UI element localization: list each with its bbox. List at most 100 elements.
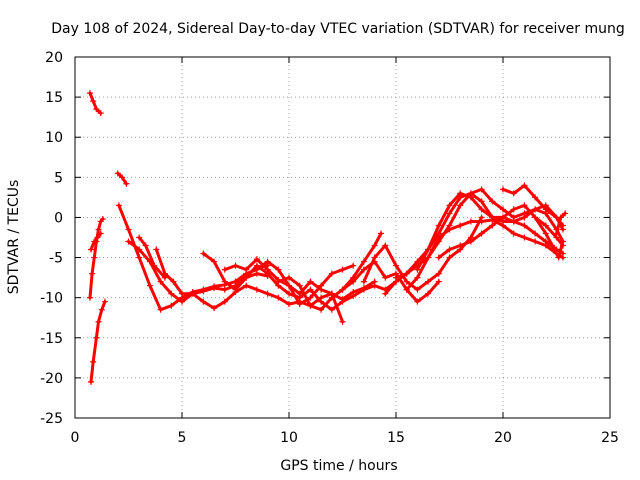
data-point <box>296 290 303 297</box>
data-point <box>296 282 303 289</box>
data-point <box>211 285 218 292</box>
series-line <box>223 257 344 324</box>
data-point <box>86 90 93 97</box>
data-point <box>88 378 95 385</box>
data-point <box>350 274 357 281</box>
data-point <box>119 174 126 181</box>
data-point <box>521 210 528 217</box>
data-point <box>179 290 185 297</box>
data-point <box>168 290 175 297</box>
series-line <box>88 91 103 115</box>
data-point <box>221 278 228 285</box>
data-point <box>532 238 539 245</box>
data-point <box>88 246 95 253</box>
series-line <box>154 248 377 310</box>
data-point <box>549 242 556 249</box>
data-point <box>393 262 399 269</box>
data-point <box>446 210 453 217</box>
data-point <box>435 254 442 261</box>
series-line <box>234 260 355 306</box>
data-point <box>457 190 464 197</box>
data-point <box>371 254 378 261</box>
data-point <box>275 294 282 301</box>
data-point <box>360 258 367 265</box>
data-point <box>393 274 399 281</box>
data-point <box>532 214 539 221</box>
data-point <box>189 290 196 297</box>
data-point <box>168 302 175 309</box>
data-point <box>457 242 464 249</box>
data-point <box>382 242 389 249</box>
data-point <box>559 222 566 229</box>
data-point <box>562 210 569 217</box>
series-arc-21 <box>500 182 566 229</box>
data-point <box>101 298 108 305</box>
data-point <box>151 262 158 269</box>
data-point <box>339 318 346 325</box>
data-point <box>318 298 325 305</box>
series-arc-3 <box>86 216 106 301</box>
data-point <box>478 198 485 205</box>
data-point <box>382 274 389 281</box>
data-point <box>467 194 474 201</box>
y-tick-label: 15 <box>45 90 63 106</box>
data-point <box>489 222 496 229</box>
series-arc-14 <box>339 230 385 293</box>
data-point <box>97 110 104 117</box>
data-point <box>153 246 160 253</box>
data-point <box>521 222 528 229</box>
data-point <box>253 256 260 263</box>
data-point <box>425 290 432 297</box>
data-point <box>93 334 100 341</box>
data-point <box>350 293 357 300</box>
data-point <box>136 234 143 241</box>
data-point <box>211 258 218 265</box>
y-tick-label: -5 <box>49 251 63 267</box>
data-point <box>414 286 421 293</box>
data-point <box>425 246 432 253</box>
data-point <box>243 282 250 289</box>
y-tick-label: 20 <box>45 50 63 66</box>
data-point <box>435 278 442 285</box>
data-point <box>136 246 143 253</box>
data-point <box>221 286 228 293</box>
data-point <box>200 298 207 305</box>
data-point <box>95 226 102 233</box>
data-point <box>559 238 566 245</box>
data-point <box>89 270 96 277</box>
x-axis-label: GPS time / hours <box>280 458 397 474</box>
data-point <box>457 202 464 209</box>
data-point <box>478 186 485 193</box>
y-axis-label: SDTVAR / TECUs <box>6 180 22 295</box>
data-point <box>489 214 496 221</box>
series-arc-1 <box>86 90 104 117</box>
data-point <box>467 218 474 225</box>
data-point <box>555 254 562 261</box>
data-point <box>435 270 442 277</box>
data-point <box>136 254 143 261</box>
y-tick-label: -10 <box>40 291 63 307</box>
data-point <box>221 298 228 305</box>
data-point <box>414 298 421 305</box>
data-point <box>157 306 164 313</box>
data-point <box>275 266 282 273</box>
data-point <box>275 278 282 285</box>
data-point <box>446 226 453 233</box>
data-point <box>286 274 292 281</box>
data-point <box>328 270 335 277</box>
data-point <box>200 250 207 257</box>
data-point <box>232 262 239 269</box>
data-point <box>125 238 132 245</box>
grid <box>75 57 610 418</box>
plot-frame <box>74 56 611 419</box>
data-point <box>532 230 539 237</box>
data-point <box>221 266 228 273</box>
data-point <box>161 270 168 277</box>
data-point <box>232 286 239 293</box>
data-point <box>318 282 325 289</box>
data-point <box>371 282 378 289</box>
series-arc-8 <box>136 234 168 281</box>
data-point <box>510 218 517 225</box>
y-tick-label: -20 <box>40 371 63 387</box>
data-point <box>286 290 292 297</box>
